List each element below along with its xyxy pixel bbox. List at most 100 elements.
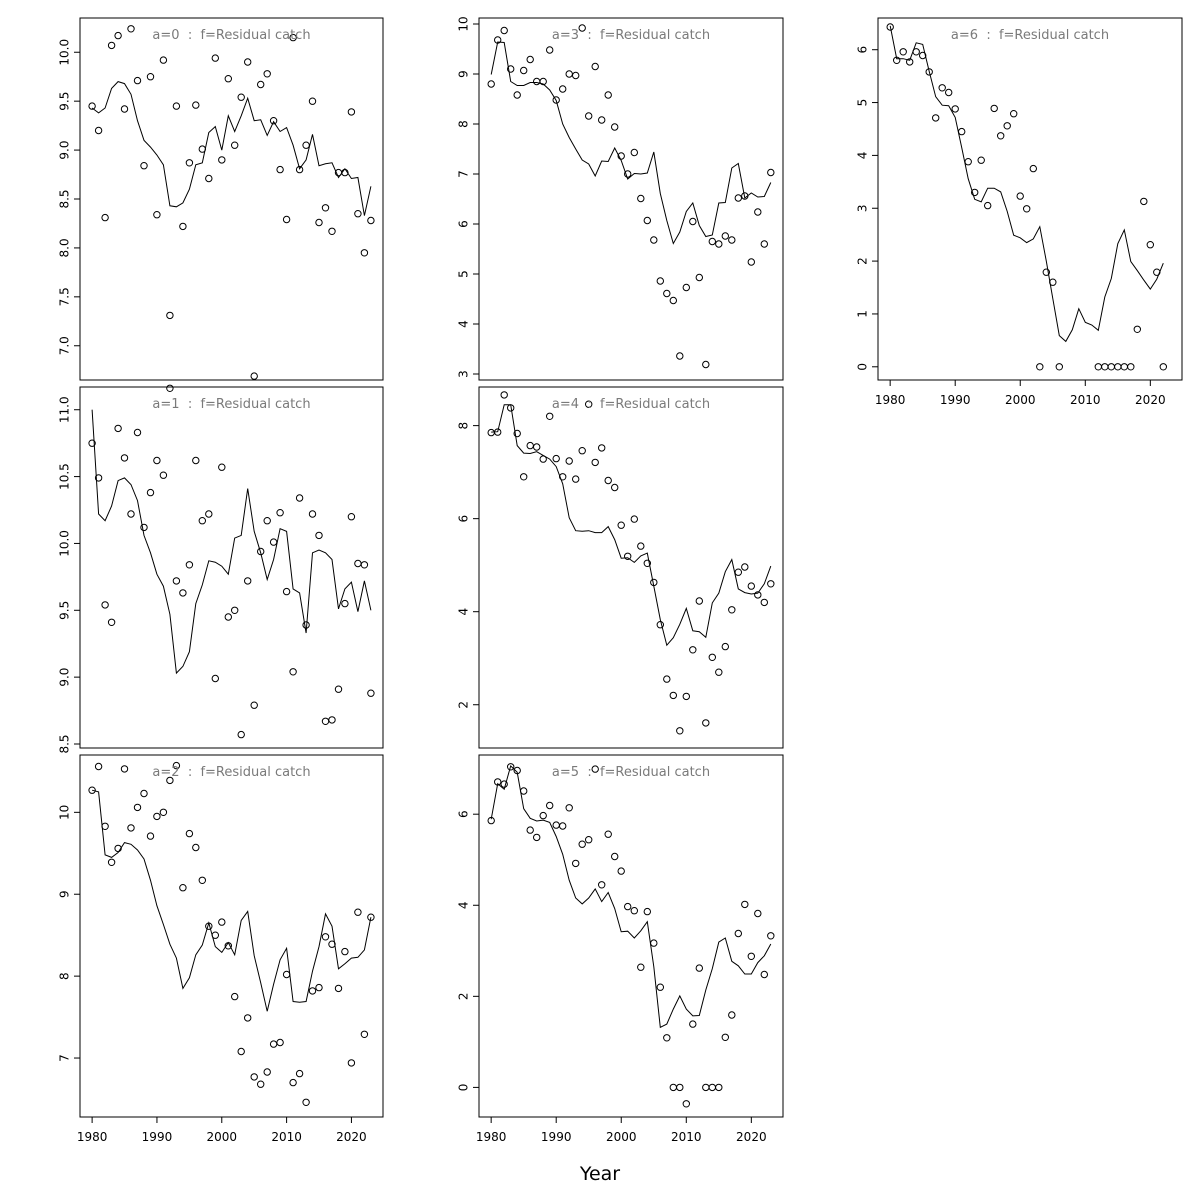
observed-point bbox=[559, 822, 567, 830]
observed-point bbox=[559, 473, 567, 481]
observed-point bbox=[179, 884, 187, 892]
plot-frame bbox=[478, 754, 784, 1118]
observed-point bbox=[945, 88, 953, 97]
observed-point bbox=[198, 517, 207, 525]
observed-point bbox=[88, 102, 96, 110]
observed-point bbox=[604, 91, 612, 99]
observed-point bbox=[708, 1083, 716, 1092]
observed-point bbox=[526, 441, 534, 450]
observed-point bbox=[231, 992, 239, 1001]
fitted-series-line bbox=[91, 789, 372, 1012]
observed-point bbox=[224, 75, 233, 83]
panel-title: a=5 : f=Residual catch bbox=[552, 765, 710, 780]
observed-point bbox=[153, 812, 161, 821]
observed-point bbox=[192, 843, 200, 852]
observed-point bbox=[205, 174, 213, 183]
observed-point bbox=[1036, 363, 1044, 371]
y-tick-label: 5 bbox=[856, 99, 870, 107]
y-tick-label: 6 bbox=[856, 46, 870, 54]
observed-point bbox=[971, 188, 979, 197]
observed-point bbox=[500, 391, 508, 399]
observed-point bbox=[715, 240, 723, 248]
observed-point bbox=[179, 222, 187, 231]
observed-point bbox=[539, 455, 547, 463]
observed-point bbox=[721, 642, 729, 651]
observed-point bbox=[494, 428, 502, 436]
observed-point bbox=[153, 456, 161, 465]
observed-point bbox=[637, 194, 645, 203]
observed-point bbox=[643, 907, 651, 916]
observed-point bbox=[166, 311, 174, 320]
observed-point bbox=[598, 881, 606, 889]
observed-point bbox=[747, 582, 755, 590]
observed-point bbox=[127, 824, 135, 832]
observed-point bbox=[192, 456, 200, 465]
plot-frame bbox=[79, 754, 384, 1118]
observed-point bbox=[617, 867, 625, 875]
observed-point bbox=[932, 114, 940, 122]
observed-point bbox=[1133, 325, 1142, 333]
observed-point bbox=[107, 41, 116, 50]
x-tick-label: 2000 bbox=[1005, 393, 1036, 407]
observed-point bbox=[767, 932, 775, 940]
observed-point bbox=[127, 510, 135, 518]
panel-title: a=6 : f=Residual catch bbox=[951, 28, 1109, 43]
observed-point bbox=[689, 1020, 697, 1028]
observed-point bbox=[591, 62, 599, 71]
observed-point bbox=[552, 821, 560, 829]
y-tick-label: 1 bbox=[856, 310, 870, 318]
observed-point bbox=[244, 577, 252, 585]
observed-point bbox=[734, 194, 742, 202]
observed-point bbox=[1153, 268, 1161, 276]
observed-point bbox=[282, 970, 291, 979]
observed-point bbox=[308, 987, 317, 995]
y-tick-label: 10 bbox=[457, 16, 471, 31]
observed-point bbox=[237, 730, 245, 739]
observed-point bbox=[295, 1069, 304, 1078]
x-axis-label: Year bbox=[579, 1163, 620, 1185]
observed-point bbox=[211, 931, 220, 939]
y-tick-label: 8.0 bbox=[58, 238, 72, 257]
observed-point bbox=[159, 808, 168, 816]
observed-point bbox=[669, 296, 677, 305]
y-tick-label: 5 bbox=[457, 270, 471, 278]
observed-point bbox=[676, 1083, 684, 1092]
observed-point bbox=[1003, 122, 1011, 130]
observed-point bbox=[133, 76, 142, 85]
observed-point bbox=[682, 283, 690, 292]
observed-point bbox=[302, 621, 310, 629]
observed-point bbox=[899, 48, 907, 56]
observed-point bbox=[1049, 278, 1057, 286]
observed-point bbox=[695, 273, 703, 282]
x-tick-label: 1990 bbox=[142, 1130, 173, 1144]
observed-point bbox=[1107, 363, 1116, 371]
observed-point bbox=[334, 984, 343, 993]
observed-point bbox=[676, 727, 684, 735]
observed-point bbox=[159, 56, 168, 64]
chart-panel-6: 0 1 2 3 4 5 6 1980 1990 2000 2010 2020 a=6 : f=Resid… bbox=[856, 17, 1183, 407]
observed-point bbox=[120, 765, 129, 773]
observed-point bbox=[643, 559, 651, 567]
observed-point bbox=[328, 716, 336, 724]
observed-point bbox=[269, 538, 278, 546]
observed-point bbox=[1101, 363, 1109, 371]
observed-point bbox=[637, 963, 645, 971]
x-tick-label: 1980 bbox=[77, 1130, 108, 1144]
y-tick-label: 6 bbox=[457, 220, 471, 228]
observed-point bbox=[624, 902, 632, 911]
observed-point bbox=[604, 476, 612, 485]
chart-panel-3: 3 4 5 6 7 8 9 10 a=3 : f=Residual catch bbox=[457, 16, 784, 381]
observed-point bbox=[172, 577, 181, 585]
observed-point bbox=[94, 126, 103, 135]
observed-point bbox=[572, 71, 580, 80]
y-tick-label: 7.5 bbox=[58, 287, 72, 306]
observed-point bbox=[578, 840, 586, 848]
observed-point bbox=[494, 778, 502, 786]
y-tick-label: 9 bbox=[58, 890, 72, 898]
observed-point bbox=[997, 132, 1005, 140]
x-tick-label: 2020 bbox=[736, 1130, 767, 1144]
observed-point bbox=[360, 249, 369, 257]
observed-point bbox=[650, 939, 658, 947]
observed-point bbox=[347, 1059, 356, 1067]
observed-point bbox=[1055, 363, 1064, 371]
